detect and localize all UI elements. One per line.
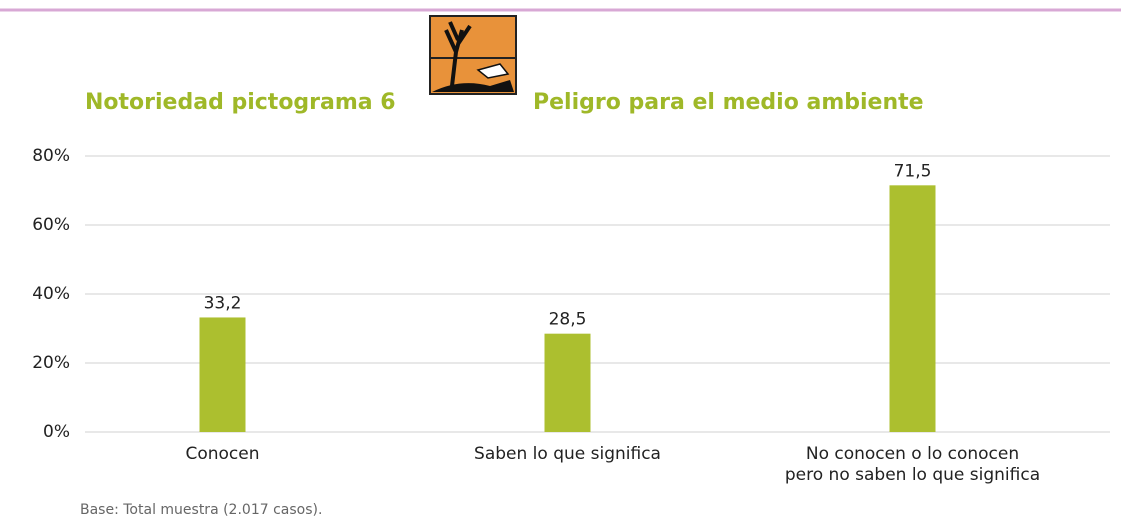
- bar: [889, 185, 936, 432]
- y-tick-label: 40%: [32, 284, 70, 304]
- y-tick-label: 0%: [43, 422, 70, 442]
- value-label: 28,5: [549, 310, 587, 330]
- x-tick-label: Conocen: [185, 444, 260, 464]
- x-tick-label: No conocen o lo conocen pero no saben lo…: [784, 444, 1041, 485]
- x-tick-label: Saben lo que significa: [474, 444, 661, 464]
- chart-subtitle: Peligro para el medio ambiente: [533, 90, 924, 115]
- footnote: Base: Total muestra (2.017 casos).: [80, 502, 322, 518]
- chart-title: Notoriedad pictograma 6: [85, 90, 396, 115]
- y-tick-label: 60%: [32, 215, 70, 235]
- y-tick-label: 20%: [32, 353, 70, 373]
- value-label: 71,5: [894, 161, 932, 181]
- y-tick-label: 80%: [32, 146, 70, 166]
- bar: [199, 317, 246, 432]
- bar: [544, 333, 591, 432]
- value-label: 33,2: [204, 293, 242, 313]
- hazard-icon: [429, 15, 517, 95]
